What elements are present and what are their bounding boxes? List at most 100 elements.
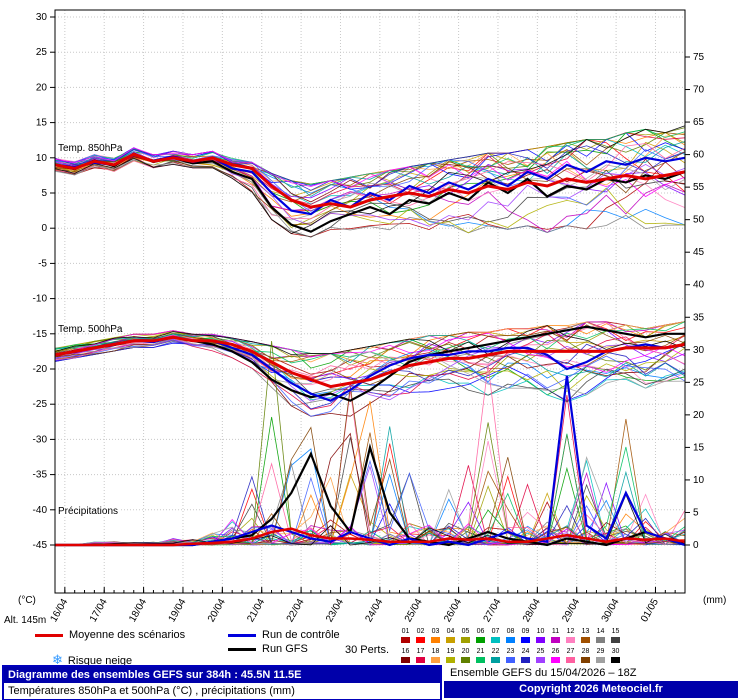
y-axis-left-tick-label: 5	[41, 188, 47, 199]
y-axis-right-tick-label: 10	[693, 475, 705, 486]
y-axis-left-tick-label: -40	[33, 505, 48, 516]
diagram-subtitle: Températures 850hPa et 500hPa (°C) , pré…	[4, 683, 440, 699]
control-line-sample	[228, 633, 256, 637]
right-axis-unit-label: (mm)	[703, 595, 726, 606]
y-axis-left-tick-label: 10	[36, 153, 48, 164]
pert-number: 04	[446, 628, 455, 635]
pert-color-swatch	[581, 657, 590, 663]
pert-color-swatch	[581, 637, 590, 643]
pert-numbers-row: 16 17 18 19 20 21 22 23 24 25 26 27 28 29 30	[398, 646, 623, 656]
pert-color-swatch	[401, 637, 410, 643]
pert-number: 01	[401, 628, 410, 635]
x-axis-date-label: 29/04	[560, 597, 582, 624]
copyright: Copyright 2026 Meteociel.fr	[444, 681, 738, 698]
axes	[50, 16, 690, 593]
y-axis-left-tick-label: 30	[36, 12, 48, 23]
ensemble-member-precip-lines	[55, 340, 686, 546]
pert-grid: 01 02 03 04 05 06 07 08 09 10 11 12 13 14 15 16 17 18 19 20…	[398, 626, 623, 666]
pert-color-swatch	[446, 637, 455, 643]
x-axis-date-label: 19/04	[167, 597, 189, 624]
pert-number: 11	[551, 628, 560, 635]
pert-color-swatch	[536, 637, 545, 643]
plot-border	[54, 9, 686, 594]
pert-number: 05	[461, 628, 470, 635]
snowflake-icon: ❄	[52, 652, 63, 667]
x-axis-date-label: 16/04	[48, 597, 70, 624]
y-axis-left-tick-label: 15	[36, 118, 48, 129]
pert-color-swatch	[416, 637, 425, 643]
y-axis-right-tick-label: 0	[693, 540, 699, 551]
pert-color-swatch	[506, 657, 515, 663]
pert-number: 17	[416, 648, 425, 655]
x-axis-date-label: 21/04	[245, 597, 267, 624]
y-axis-left-tick-label: -20	[33, 364, 48, 375]
pert-number: 25	[536, 648, 545, 655]
mean-line-sample	[35, 633, 63, 637]
ensemble-member-lines	[54, 321, 686, 417]
pert-number: 28	[581, 648, 590, 655]
pert-number: 22	[491, 648, 500, 655]
y-axis-right-tick-label: 65	[693, 117, 705, 128]
pert-number: 03	[431, 628, 440, 635]
pert-number: 29	[596, 648, 605, 655]
pert-color-swatch	[461, 657, 470, 663]
pert-number: 16	[401, 648, 410, 655]
y-axis-right-tick-label: 20	[693, 410, 705, 421]
x-axis-date-label: 01/05	[639, 597, 661, 624]
pert-number: 02	[416, 628, 425, 635]
x-axis-date-label: 24/04	[363, 597, 385, 624]
pert-number: 20	[461, 648, 470, 655]
pert-number: 08	[506, 628, 515, 635]
legend-mean: Moyenne des scénarios	[35, 629, 185, 641]
pert-colors-row	[398, 656, 623, 664]
legend-mean-label: Moyenne des scénarios	[69, 629, 186, 641]
pert-color-swatch	[611, 657, 620, 663]
x-axis-date-label: 30/04	[600, 597, 622, 624]
altitude-label: Alt. 145m	[4, 615, 47, 626]
pert-number: 13	[581, 628, 590, 635]
left-axis-unit-label: (°C)	[18, 595, 36, 606]
pert-number: 19	[446, 648, 455, 655]
y-axis-left-tick-label: 25	[36, 47, 48, 58]
y-axis-right-tick-label: 45	[693, 247, 705, 258]
legend-gfs: Run GFS	[228, 643, 308, 655]
x-axis-date-label: 20/04	[206, 597, 228, 624]
y-axis-right-tick-label: 5	[693, 507, 699, 518]
y-axis-right-tick-label: 60	[693, 150, 705, 161]
y-axis-left-tick-label: -10	[33, 294, 48, 305]
main-series	[54, 152, 686, 233]
pert-color-swatch	[521, 657, 530, 663]
pert-color-swatch	[431, 637, 440, 643]
pert-color-swatch	[596, 657, 605, 663]
x-axis-date-label: 17/04	[88, 597, 110, 624]
legend-control: Run de contrôle	[228, 629, 340, 641]
pert-color-swatch	[401, 657, 410, 663]
legend-snow: ❄ Risque neige	[52, 652, 132, 668]
y-axis-right-tick-label: 35	[693, 312, 705, 323]
pert-color-swatch	[461, 637, 470, 643]
pert-color-swatch	[566, 637, 575, 643]
pert-number: 24	[521, 648, 530, 655]
pert-number: 14	[596, 628, 605, 635]
y-axis-right-tick-label: 75	[693, 52, 705, 63]
main-series	[54, 325, 686, 402]
snow-label: Risque neige	[67, 655, 133, 667]
pert-color-swatch	[611, 637, 620, 643]
pert-color-swatch	[536, 657, 545, 663]
y-axis-right-tick-label: 50	[693, 215, 705, 226]
pert-number: 21	[476, 648, 485, 655]
y-axis-left-tick-label: -30	[33, 434, 48, 445]
x-axis-date-label: 23/04	[324, 597, 346, 624]
pert-number: 30	[611, 648, 620, 655]
y-axis-left-tick-label: -25	[33, 399, 48, 410]
panel-label-temp850: Temp. 850hPa	[58, 143, 123, 154]
y-axis-right-tick-label: 15	[693, 442, 705, 453]
pert-color-swatch	[491, 657, 500, 663]
y-axis-left-tick-label: -35	[33, 470, 48, 481]
x-axis-date-label: 18/04	[127, 597, 149, 624]
y-axis-left-tick-label: 20	[36, 82, 48, 93]
y-axis-right-tick-label: 25	[693, 377, 705, 388]
pert-number: 15	[611, 628, 620, 635]
y-axis-right-tick-label: 55	[693, 182, 705, 193]
